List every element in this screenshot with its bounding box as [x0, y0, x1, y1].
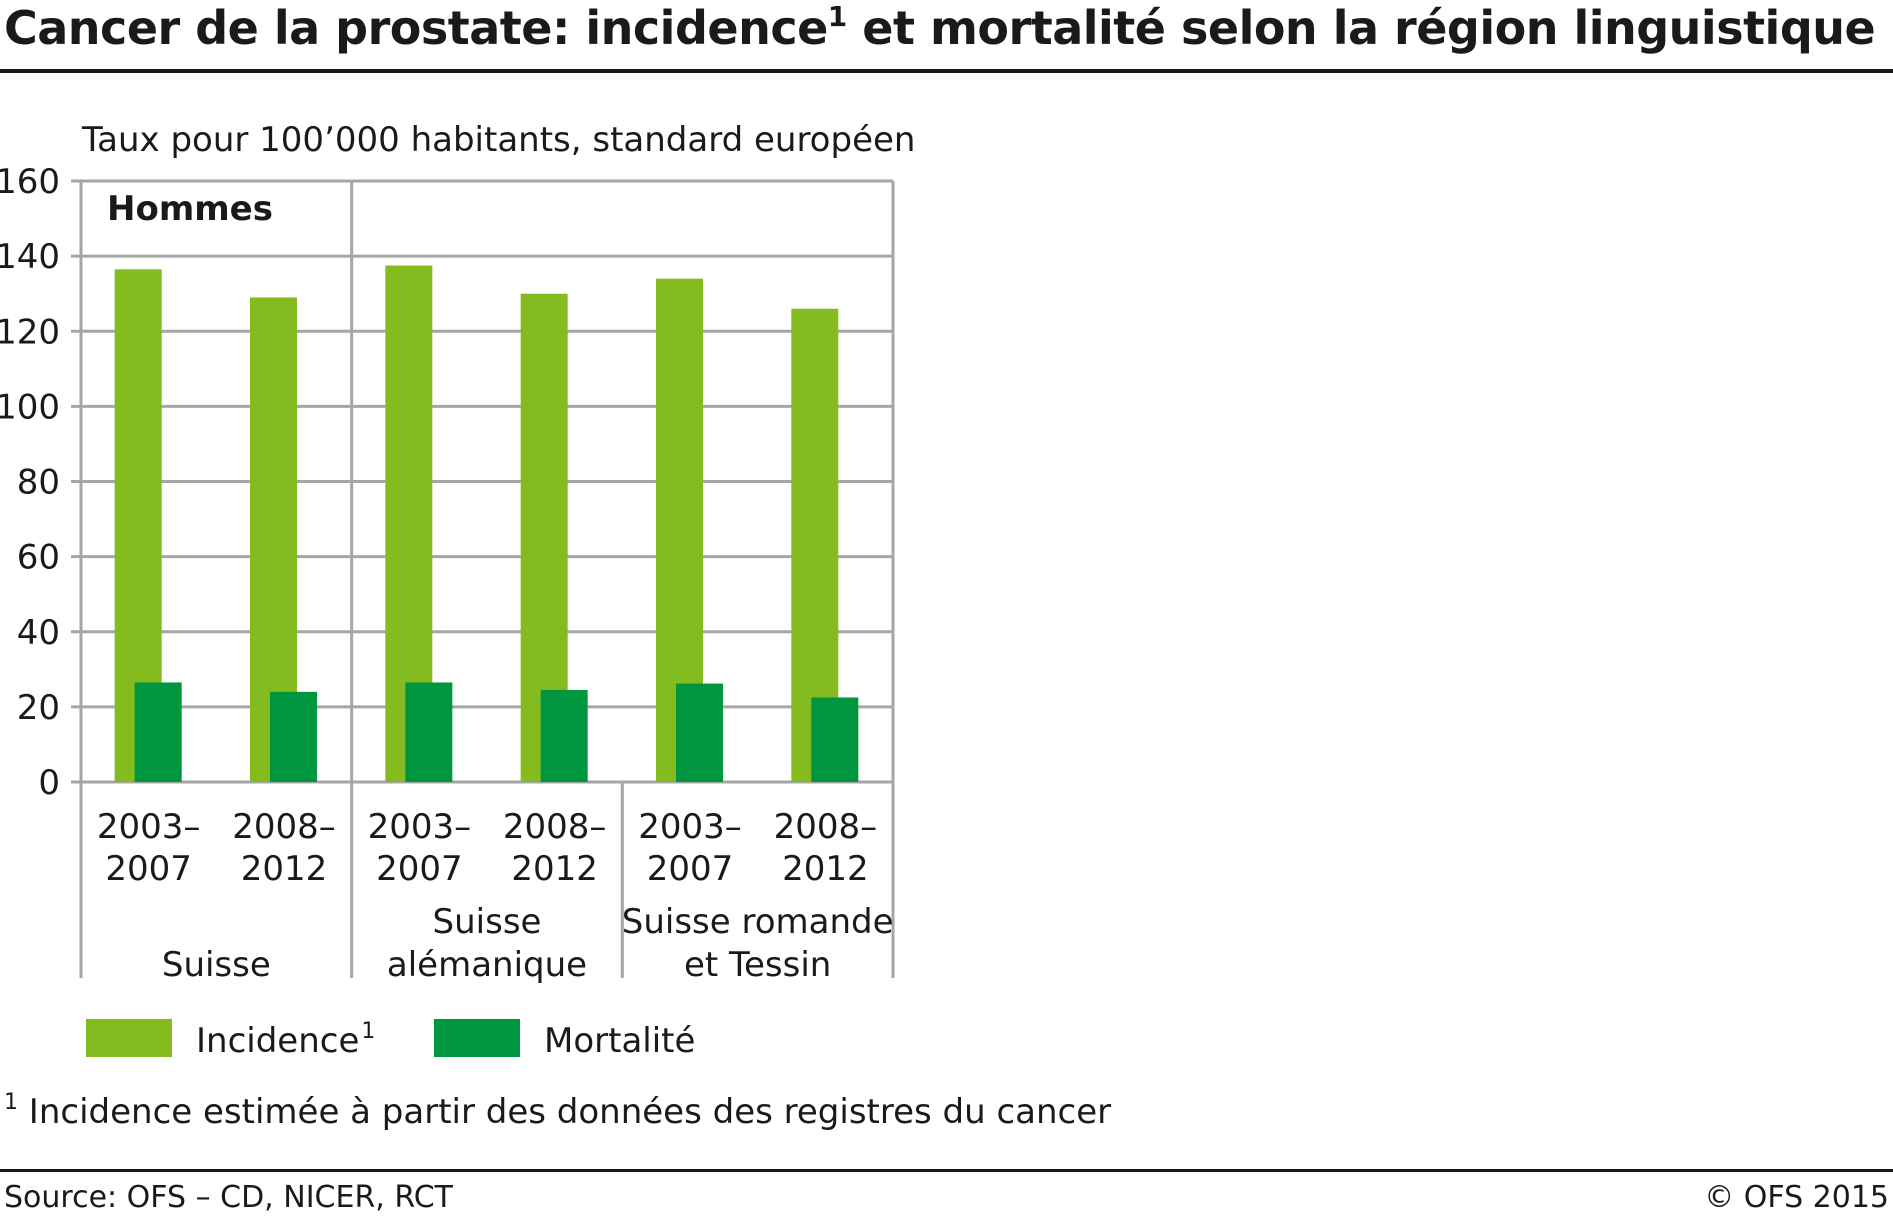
bar-mortalite: [270, 691, 317, 782]
y-tick-label: 140: [0, 237, 60, 277]
bar-mortalite: [540, 689, 588, 782]
copyright-text: © OFS 2015: [1704, 1180, 1889, 1215]
x-tick-label: 2008–: [232, 807, 336, 847]
x-tick-label: 2007: [647, 849, 734, 889]
bar-mortalite: [811, 697, 859, 782]
panel-label: Hommes: [107, 189, 273, 229]
y-tick-label: 120: [0, 312, 60, 352]
legend-swatch-mortalite: [434, 1019, 520, 1057]
y-tick-label: 40: [17, 613, 60, 653]
title-rest: et mortalité selon la région linguistiqu…: [846, 1, 1876, 55]
bar-mortalite: [405, 682, 453, 782]
y-tick-label: 0: [38, 763, 60, 803]
x-tick-label: 2012: [511, 849, 598, 889]
group-label: Suisse romande: [622, 902, 894, 942]
x-tick-label: 2003–: [97, 807, 201, 847]
x-tick-label: 2012: [782, 849, 869, 889]
legend-swatch-incidence: [86, 1019, 172, 1057]
group-label: alémanique: [387, 945, 587, 985]
group-label: Suisse: [433, 902, 542, 942]
x-tick-label: 2007: [376, 849, 463, 889]
legend-label-mortalite: Mortalité: [544, 1021, 695, 1061]
x-tick-label: 2003–: [638, 807, 742, 847]
footnote-text: Incidence estimée à partir des données d…: [18, 1092, 1112, 1132]
x-tick-label: 2003–: [368, 807, 472, 847]
bottom-rule: [0, 1169, 1893, 1172]
x-tick-label: 2008–: [503, 807, 607, 847]
y-tick-label: 20: [17, 688, 60, 728]
legend-label-incidence: Incidence1: [196, 1019, 375, 1061]
source-text: Source: OFS – CD, NICER, RCT: [4, 1180, 453, 1215]
y-axis-label: Taux pour 100’000 habitants, standard eu…: [81, 120, 915, 160]
x-tick-label: 2012: [241, 849, 328, 889]
x-tick-label: 2007: [105, 849, 192, 889]
footnote-marker: 1: [4, 1090, 18, 1115]
y-tick-label: 100: [0, 387, 60, 427]
x-tick-label: 2008–: [774, 807, 878, 847]
y-tick-label: 160: [0, 162, 60, 202]
group-label: Suisse: [162, 945, 271, 985]
group-label: et Tessin: [684, 945, 831, 985]
bar-mortalite: [134, 682, 182, 782]
footnote: 1 Incidence estimée à partir des données…: [4, 1090, 1111, 1132]
y-tick-label: 80: [17, 463, 60, 503]
chart-title: Cancer de la prostate: incidence1 et mor…: [4, 0, 1876, 55]
top-rule: [0, 69, 1893, 73]
title-main: Cancer de la prostate: incidence: [4, 1, 828, 55]
bar-chart: Taux pour 100’000 habitants, standard eu…: [0, 120, 915, 1061]
bar-mortalite: [676, 683, 723, 782]
title-footnote-marker: 1: [827, 0, 847, 33]
y-tick-label: 60: [17, 538, 60, 578]
